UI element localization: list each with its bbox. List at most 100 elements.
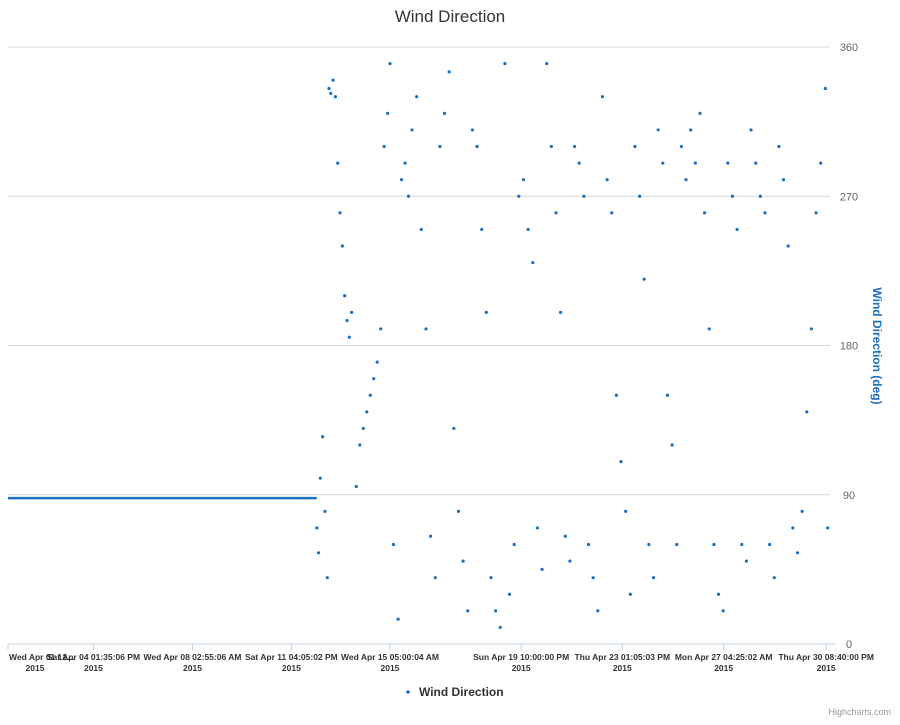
data-point [336,161,340,165]
data-point [368,393,372,397]
data-point [800,509,804,513]
data-point [521,178,526,182]
data-point [350,310,354,314]
data-point [721,609,725,613]
data-point [554,211,558,215]
data-point [494,609,498,613]
data-point [424,327,428,331]
series-layer [8,61,830,630]
data-point [466,609,470,613]
data-point [675,542,679,547]
data-point [365,410,369,414]
y-tick-label: 180 [840,341,858,353]
data-point [361,426,365,431]
data-point [693,161,697,165]
data-point [338,211,342,215]
data-point [772,576,776,580]
data-point [388,61,392,66]
data-point [651,576,656,580]
legend-label[interactable]: Wind Direction [419,685,504,699]
data-point [614,393,618,397]
data-point [656,128,660,132]
data-point [572,144,577,149]
data-point [809,327,814,331]
data-point [823,86,827,91]
data-point [419,227,423,232]
data-point [354,484,358,489]
data-point [318,476,322,480]
data-point [637,194,642,198]
data-point [507,592,512,596]
legend[interactable]: Wind Direction [406,685,504,699]
data-point [480,227,484,232]
data-point [531,260,535,265]
data-point [819,161,823,165]
data-point [684,178,688,182]
data-point [461,559,465,563]
data-point [730,194,735,198]
data-point [698,111,702,115]
x-tick-label: Sat Apr 11 04:05:02 PM [245,652,338,662]
x-tick-year: 2015 [381,663,400,673]
data-point [489,576,493,580]
credits-link[interactable]: Highcharts.com [828,707,891,717]
data-point [535,526,540,530]
data-point [325,576,329,580]
data-point [600,95,605,99]
data-point [679,144,683,149]
data-point [372,377,376,381]
data-point [777,144,781,149]
data-point [605,178,609,182]
data-point [754,161,758,165]
data-point [315,526,319,530]
data-point [347,335,351,339]
data-point [549,144,553,149]
data-point [429,534,433,538]
x-tick-year: 2015 [714,663,733,673]
data-point [624,509,628,513]
data-point [321,435,325,439]
data-point [452,426,456,431]
data-point [340,244,344,248]
x-tick-label: Thu Apr 23 01:05:03 PM [574,652,670,662]
x-tick-year: 2015 [512,663,531,673]
data-point [540,567,544,571]
data-point [323,509,327,513]
data-point [399,178,404,182]
data-point [517,194,521,198]
data-point [703,211,707,215]
data-point [406,194,411,198]
data-point [396,617,400,621]
data-point [386,111,390,115]
x-tick-year: 2015 [613,663,632,673]
data-point [382,144,386,149]
data-point [545,61,549,66]
data-point [591,576,595,580]
data-point [786,244,790,248]
data-point [329,91,333,96]
data-point [781,178,786,182]
data-point [665,393,670,397]
data-point [391,542,396,547]
data-point [503,61,507,66]
data-point [526,227,530,232]
data-point [596,609,600,613]
data-point [826,526,830,530]
y-tick-label: 360 [840,42,858,54]
data-point [331,78,335,82]
data-point [814,211,818,215]
x-tick-year: 2015 [282,663,301,673]
data-point [375,360,379,364]
y-tick-label: 0 [846,639,852,651]
data-point [333,95,338,99]
x-tick-label: Wed Apr 08 02:55:06 AM [144,652,242,662]
data-point [470,128,475,132]
y-axis: 0 90 180 270 360 [840,42,858,651]
data-point [379,327,383,331]
data-point [433,576,437,580]
data-point [740,542,744,547]
data-point [327,86,331,91]
data-point [316,551,321,555]
data-point [358,443,362,447]
grid-layer [8,46,830,645]
